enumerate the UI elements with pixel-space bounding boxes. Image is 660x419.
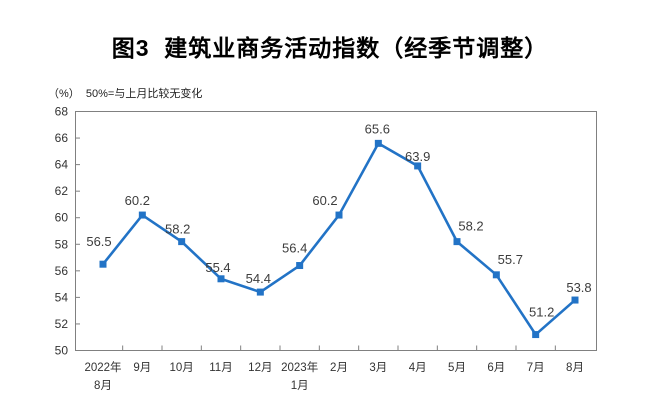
data-point-marker: [217, 275, 225, 283]
series-line: [101, 141, 576, 337]
x-axis-label: 9月: [133, 362, 151, 374]
data-point-label: 53.8: [566, 280, 591, 295]
y-axis-label: 54: [55, 290, 69, 304]
data-point-label: 65.6: [365, 121, 390, 136]
data-point-label: 58.2: [458, 219, 483, 234]
y-axis-label: 68: [55, 105, 69, 119]
y-axis-label: 62: [55, 184, 69, 198]
data-point-label: 63.9: [405, 149, 430, 164]
y-axis-label: 60: [55, 211, 69, 225]
data-point-marker: [571, 296, 579, 304]
x-axis-label: 3月: [369, 362, 387, 374]
data-point-label: 56.5: [86, 234, 111, 249]
x-axis-label: 2023年 1月: [281, 360, 318, 392]
x-axis-label: 6月: [487, 362, 505, 374]
data-point-marker: [453, 238, 461, 246]
data-point-label: 51.2: [529, 305, 554, 320]
x-axis-label: 10月: [170, 362, 194, 374]
data-point-marker: [99, 260, 107, 268]
x-axis-label: 2月: [330, 362, 348, 374]
x-axis-label: 7月: [527, 362, 545, 374]
plot-border: [75, 111, 597, 351]
data-point-marker: [296, 262, 304, 270]
data-point-marker: [178, 238, 186, 246]
y-axis-label: 64: [55, 158, 69, 172]
x-axis-label: 12月: [248, 362, 272, 374]
y-axis-label: 66: [55, 131, 69, 145]
x-axis-label: 2022年 8月: [84, 360, 121, 392]
x-axis-label: 8月: [566, 362, 584, 374]
data-point-label: 56.4: [282, 241, 307, 256]
data-point-marker: [374, 139, 382, 147]
y-axis-label: 56: [55, 264, 69, 278]
x-axis-label: 11月: [209, 362, 232, 374]
data-point-label: 58.2: [165, 222, 190, 237]
y-axis-label: 52: [55, 317, 69, 331]
data-point-label: 60.2: [312, 193, 337, 208]
data-point-marker: [256, 288, 264, 296]
y-axis-label: 58: [55, 237, 69, 251]
data-point-marker: [138, 211, 146, 219]
data-point-marker: [492, 271, 500, 279]
data-point-label: 55.4: [205, 260, 230, 275]
axis-unit-note: （%） 50%=与上月比较无变化: [48, 88, 203, 100]
chart-title: 图3 建筑业商务活动指数（经季节调整）: [111, 35, 549, 61]
data-point-marker: [532, 331, 540, 339]
data-point-label: 55.7: [498, 252, 523, 267]
x-axis-label: 4月: [409, 362, 427, 374]
data-point-label: 54.4: [246, 271, 271, 286]
x-axis-label: 5月: [448, 362, 466, 374]
data-point-label: 60.2: [125, 193, 150, 208]
data-point-marker: [414, 162, 422, 170]
y-axis-label: 50: [55, 344, 69, 358]
data-point-marker: [335, 211, 343, 219]
